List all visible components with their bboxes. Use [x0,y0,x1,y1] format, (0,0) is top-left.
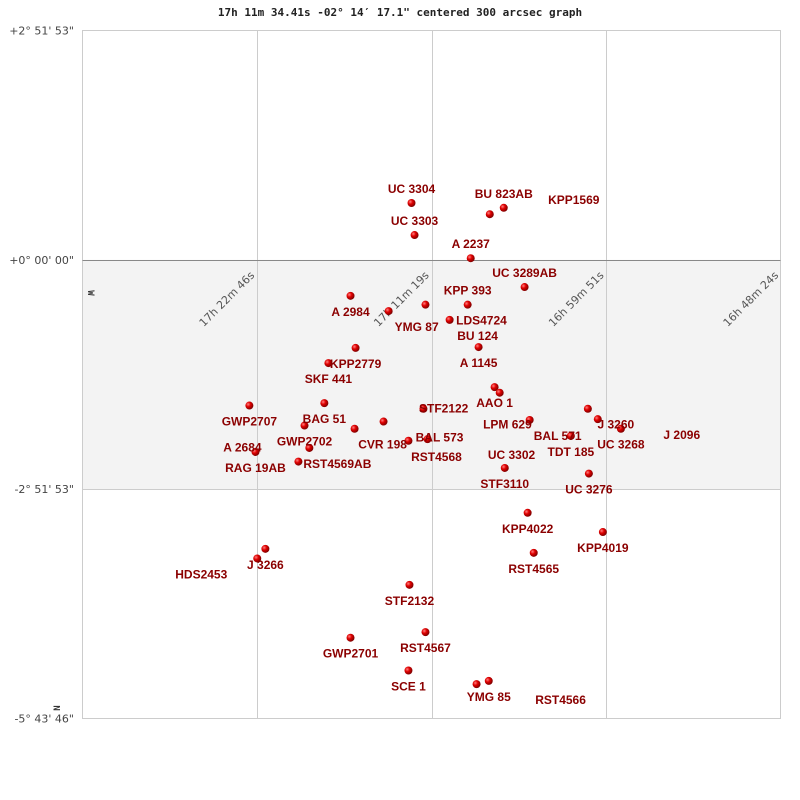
star-marker [500,463,509,472]
star-marker [405,580,414,589]
star-marker [407,198,416,207]
star-marker [404,436,413,445]
star-label: GWP2701 [323,647,379,661]
star-marker [404,666,413,675]
star-label: BAL 571 [534,429,582,443]
star-marker [598,528,607,537]
star-label: YMG 85 [467,690,511,704]
star-label: UC 3303 [391,214,439,228]
star-marker [523,508,532,517]
star-label: RST4569AB [303,457,371,471]
star-label: J 3260 [598,418,635,432]
star-marker [616,424,625,433]
star-label: HDS2453 [175,567,227,581]
shaded-band [83,259,780,490]
star-label: A 2984 [331,305,370,319]
star-label: LPM 629 [483,418,532,432]
star-label: RAG 19AB [225,461,286,475]
star-marker [466,254,475,263]
star-marker [495,388,504,397]
star-marker [463,300,472,309]
star-marker [593,415,602,424]
star-label: RST4566 [535,693,586,707]
star-label: BU 823AB [475,187,533,201]
star-label: CVR 198 [358,438,407,452]
star-marker [490,383,499,392]
star-label: UC 3289AB [492,266,557,280]
star-marker [525,415,534,424]
star-label: BAL 573 [416,431,464,445]
star-marker [485,210,494,219]
star-marker [472,680,481,689]
star-marker [410,231,419,240]
star-marker [294,457,303,466]
star-label: RST4568 [411,450,462,464]
star-marker [379,417,388,426]
direction-marker-north: N [53,705,63,710]
star-marker [245,401,254,410]
star-marker [474,343,483,352]
star-marker [566,431,575,440]
y-tick-label: -5° 43' 46" [14,713,74,726]
star-label: SCE 1 [391,680,426,694]
star-marker [499,203,508,212]
star-label: A 1145 [460,356,498,370]
star-marker [421,300,430,309]
star-label: J 2096 [663,428,700,442]
y-tick-label: +2° 51' 53" [9,25,74,38]
star-marker [324,359,333,368]
star-marker [445,315,454,324]
direction-marker-west: W [85,290,95,296]
star-marker [584,469,593,478]
star-label: UC 3276 [565,483,613,497]
star-label: GWP2707 [222,415,278,429]
star-marker [583,404,592,413]
star-label: KPP 393 [444,284,492,298]
star-marker [350,424,359,433]
star-label: A 2684 [223,441,262,455]
star-marker [484,676,493,685]
star-marker [346,633,355,642]
star-marker [305,443,314,452]
star-label: STF2132 [385,594,435,608]
star-label: J 3266 [247,558,284,572]
star-label: STF3110 [480,477,529,491]
star-marker [300,421,309,430]
star-label: KPP2779 [330,357,382,371]
star-marker [251,447,260,456]
y-tick-label: +0° 00' 00" [9,254,74,267]
star-marker [421,628,430,637]
star-label: GWP2702 [277,435,333,449]
star-marker [261,544,270,553]
star-label: TDT 185 [547,445,594,459]
star-marker [423,435,432,444]
star-label: LDS4724 [456,314,507,328]
star-label: RST4567 [400,641,451,655]
star-marker [320,399,329,408]
star-label: STF2122 [419,402,469,416]
star-label: KPP4019 [577,541,629,555]
star-marker [253,554,262,563]
star-marker [520,283,529,292]
star-label: RST4565 [508,562,559,576]
star-label: SKF 441 [305,372,353,386]
star-marker [529,548,538,557]
star-label: KPP4022 [502,522,554,536]
star-marker [419,404,428,413]
star-label: YMG 87 [395,320,439,334]
star-marker [384,307,393,316]
chart-title: 17h 11m 34.41s -02° 14′ 17.1" centered 3… [217,6,583,19]
star-label: UC 3304 [388,182,436,196]
star-label: UC 3302 [488,448,536,462]
star-label: A 2237 [452,237,491,251]
star-label: BU 124 [457,329,498,343]
star-label: AAO 1 [476,396,513,410]
star-label: KPP1569 [548,193,600,207]
star-label: UC 3268 [597,438,645,452]
star-marker [346,291,355,300]
y-tick-label: -2° 51' 53" [14,483,74,496]
star-label: BAG 51 [303,412,347,426]
star-marker [351,343,360,352]
